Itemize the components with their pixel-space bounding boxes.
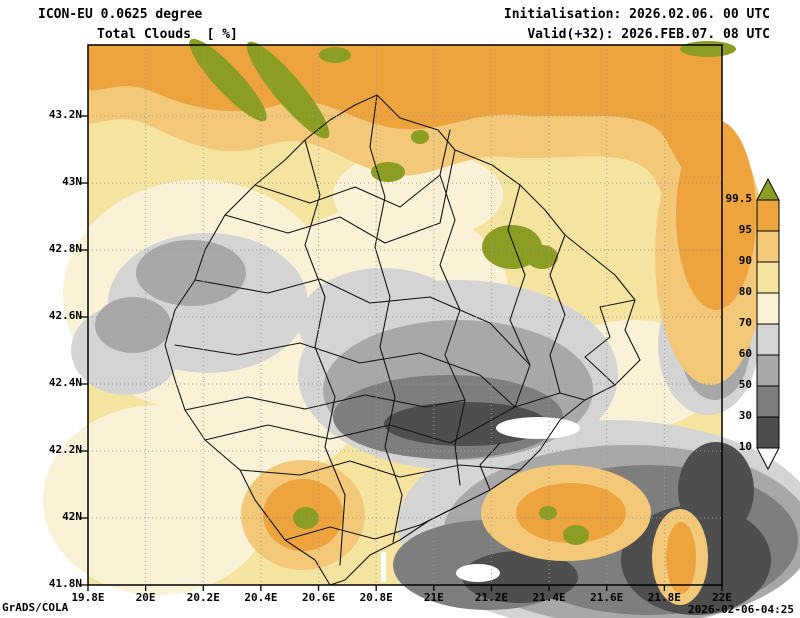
x-axis-tick-label: 20.8E: [359, 591, 393, 604]
y-axis-tick-label: 41.8N: [48, 577, 82, 590]
y-axis-tick-label: 43.2N: [48, 108, 82, 121]
variable-title: Total Clouds [ %]: [97, 27, 238, 42]
colorbar-tick-label: 70: [738, 316, 752, 329]
x-axis-tick-label: 21E: [423, 591, 444, 604]
init-time-label: Initialisation: 2026.02.06. 00 UTC: [503, 7, 770, 22]
creation-timestamp: 2026-02-06-04:25: [688, 603, 794, 616]
model-title: ICON-EU 0.0625 degree: [38, 7, 203, 22]
valid-time-label: Valid(+32): 2026.FEB.07. 08 UTC: [527, 27, 770, 42]
colorbar-tick-label: 80: [738, 285, 752, 298]
colorbar-tick-label: 10: [738, 440, 752, 453]
y-axis-tick-label: 42.2N: [48, 443, 82, 456]
colorbar: 99.5 95 90 80 70 60 50 30 10: [700, 178, 784, 478]
y-axis-tick-label: 42.6N: [48, 309, 82, 322]
x-axis-tick-label: 21.4E: [532, 591, 566, 604]
colorbar-tick-label: 95: [738, 223, 752, 236]
x-axis-tick-label: 20.6E: [301, 591, 336, 604]
x-axis-tick-label: 22E: [712, 591, 732, 604]
x-axis-tick-label: 21.6E: [590, 591, 624, 604]
colorbar-tick-label: 90: [738, 254, 752, 267]
y-axis-tick-label: 42.4N: [48, 376, 82, 389]
y-axis-tick-label: 42.8N: [48, 242, 82, 255]
x-axis-tick-label: 20.4E: [244, 591, 278, 604]
x-axis-tick-label: 20E: [135, 591, 156, 604]
map-plot-area: [43, 38, 800, 618]
y-axis-tick-label: 42N: [62, 510, 82, 523]
band-lt-10: [381, 417, 580, 582]
x-axis-tick-label: 21.8E: [647, 591, 681, 604]
district-borders: [164, 94, 641, 586]
x-axis-tick-label: 19.8E: [71, 591, 105, 604]
colorbar-tick-label: 99.5: [725, 192, 753, 205]
colorbar-tick-label: 60: [738, 347, 752, 360]
x-axis-tick-label: 21.2E: [474, 591, 509, 604]
grid-and-frame: [81, 44, 723, 591]
colorbar-tick-label: 30: [738, 409, 752, 422]
colorbar-scale: [756, 178, 780, 471]
colorbar-tick-label: 50: [738, 378, 752, 391]
y-axis-tick-label: 43N: [62, 175, 82, 188]
grads-credit: GrADS/COLA: [2, 601, 69, 614]
cloud-cover-field: [43, 38, 800, 618]
x-axis-tick-label: 20.2E: [186, 591, 220, 604]
